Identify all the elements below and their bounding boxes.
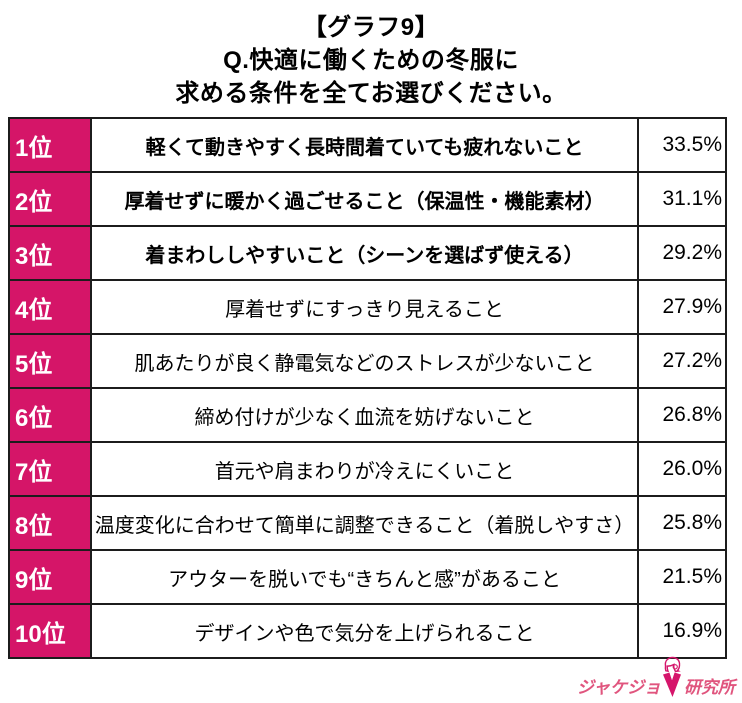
percent-value: 21.5% xyxy=(637,549,727,605)
percent-value: 26.0% xyxy=(637,441,727,497)
chart-title-line3: 求める条件を全てお選びください。 xyxy=(175,80,567,107)
rank-cell: 8位 xyxy=(8,495,92,551)
table-row: 10位 デザインや色で気分を上げられること 16.9% xyxy=(8,603,727,659)
percent-value: 31.1% xyxy=(637,171,727,227)
item-label: 厚着せずにすっきり見えること xyxy=(90,279,639,335)
person-icon xyxy=(663,656,681,697)
table-row: 6位 締め付けが少なく血流を妨げないこと 26.8% xyxy=(8,387,727,443)
percent-value: 29.2% xyxy=(637,225,727,281)
table-row: 4位 厚着せずにすっきり見えること 27.9% xyxy=(8,279,727,335)
item-label: アウターを脱いでも“きちんと感”があること xyxy=(90,549,639,605)
table-row: 7位 首元や肩まわりが冷えにくいこと 26.0% xyxy=(8,441,727,497)
rank-cell: 1位 xyxy=(8,117,92,173)
item-label: 首元や肩まわりが冷えにくいこと xyxy=(90,441,639,497)
table-row: 1位 軽くて動きやすく長時間着ていても疲れないこと 33.5% xyxy=(8,117,727,173)
percent-value: 27.9% xyxy=(637,279,727,335)
item-label: 軽くて動きやすく長時間着ていても疲れないこと xyxy=(90,117,639,173)
table-row: 8位 温度変化に合わせて簡単に調整できること（着脱しやすさ） 25.8% xyxy=(8,495,727,551)
chart-title: 【グラフ9】 Q.快適に働くための冬服に 求める条件を全てお選びください。 xyxy=(0,0,742,110)
item-label: デザインや色で気分を上げられること xyxy=(90,603,639,659)
item-label: 温度変化に合わせて簡単に調整できること（着脱しやすさ） xyxy=(90,495,639,551)
item-label: 締め付けが少なく血流を妨げないこと xyxy=(90,387,639,443)
item-label: 厚着せずに暖かく過ごせること（保温性・機能素材） xyxy=(90,171,639,227)
brand-logo-text-right: 研究所 xyxy=(684,678,735,698)
rank-cell: 6位 xyxy=(8,387,92,443)
brand-logo-text-left: ジャケジョ xyxy=(576,678,661,698)
percent-value: 25.8% xyxy=(637,495,727,551)
table-row: 2位 厚着せずに暖かく過ごせること（保温性・機能素材） 31.1% xyxy=(8,171,727,227)
rank-cell: 2位 xyxy=(8,171,92,227)
ranking-table: 1位 軽くて動きやすく長時間着ていても疲れないこと 33.5% 2位 厚着せずに… xyxy=(8,117,727,659)
item-label: 着まわししやすいこと（シーンを選ばず使える） xyxy=(90,225,639,281)
rank-cell: 5位 xyxy=(8,333,92,389)
table-row: 9位 アウターを脱いでも“きちんと感”があること 21.5% xyxy=(8,549,727,605)
table-row: 5位 肌あたりが良く静電気などのストレスが少ないこと 27.2% xyxy=(8,333,727,389)
rank-cell: 9位 xyxy=(8,549,92,605)
chart-title-line1: 【グラフ9】 xyxy=(302,14,440,41)
brand-logo: ジャケジョ 研究所 xyxy=(577,656,735,698)
item-label: 肌あたりが良く静電気などのストレスが少ないこと xyxy=(90,333,639,389)
rank-cell: 10位 xyxy=(8,603,92,659)
chart-title-line2: Q.快適に働くための冬服に xyxy=(223,47,519,74)
percent-value: 27.2% xyxy=(637,333,727,389)
percent-value: 26.8% xyxy=(637,387,727,443)
rank-cell: 7位 xyxy=(8,441,92,497)
percent-value: 33.5% xyxy=(637,117,727,173)
rank-cell: 3位 xyxy=(8,225,92,281)
percent-value: 16.9% xyxy=(637,603,727,659)
table-row: 3位 着まわししやすいこと（シーンを選ばず使える） 29.2% xyxy=(8,225,727,281)
rank-cell: 4位 xyxy=(8,279,92,335)
